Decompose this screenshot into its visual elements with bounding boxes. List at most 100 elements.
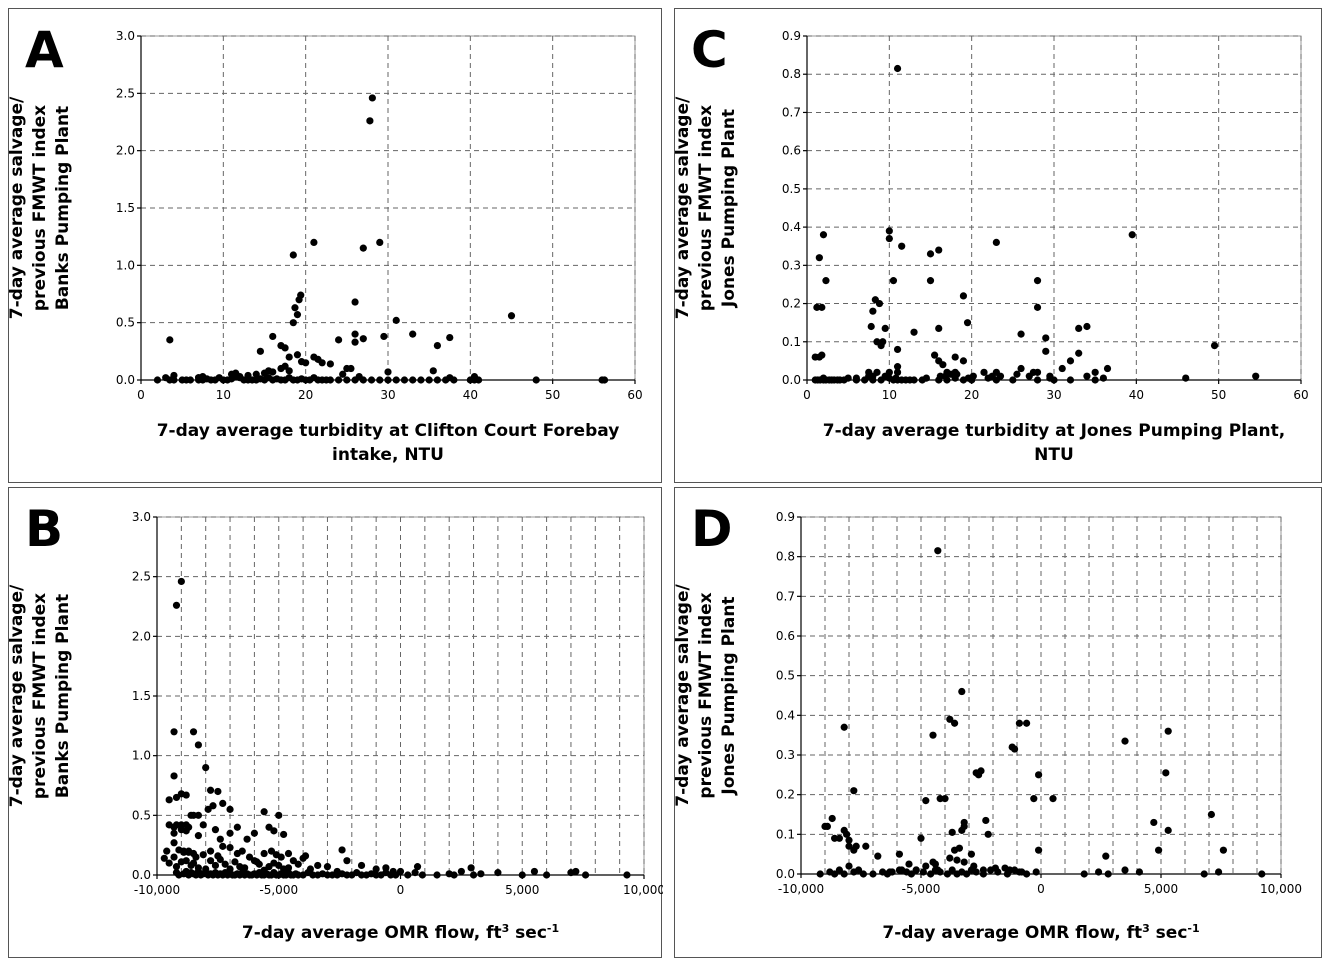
chart-d-data-point <box>843 830 851 838</box>
chart-d-data-point <box>855 866 863 874</box>
chart-d-data-point <box>1150 818 1158 827</box>
chart-a-data-point <box>252 370 260 378</box>
chart-b-data-point <box>284 849 293 858</box>
chart-c-data-point <box>1033 277 1042 285</box>
chart-c-data-point <box>1033 303 1042 311</box>
chart-b-data-point <box>172 863 181 871</box>
chart-c-data-point <box>980 368 988 376</box>
chart-b-data-point <box>581 871 590 879</box>
chart-b-ytick-label: 1.0 <box>132 749 151 763</box>
chart-d-data-point <box>1207 810 1215 819</box>
chart-d-data-point <box>922 862 930 870</box>
chart-d-data-point <box>840 723 848 731</box>
chart-c-data-point <box>852 374 860 382</box>
chart-c-data-point <box>875 299 884 308</box>
chart-d-data-point <box>960 858 968 866</box>
chart-b-data-point <box>177 790 185 798</box>
chart-b-data-point <box>243 835 251 843</box>
chart-d-data-point <box>895 866 903 874</box>
chart-b-data-point <box>518 871 526 879</box>
chart-b-data-point <box>189 849 198 858</box>
chart-a-data-point <box>285 353 293 361</box>
chart-d-data-point <box>917 834 925 842</box>
chart-c-data-point <box>867 322 875 331</box>
chart-c-ylabel-line: previous FMWT index <box>696 105 716 311</box>
chart-d-plot-area <box>800 516 1282 875</box>
chart-a-data-point <box>507 312 516 320</box>
chart-c-xtick-label: 10 <box>882 388 897 402</box>
chart-b-data-point <box>221 860 229 868</box>
chart-d-ylabel-line: 7-day average salvage/ <box>675 583 693 806</box>
chart-c-data-point <box>1042 347 1050 355</box>
chart-a-data-point <box>318 359 326 367</box>
chart-d-data-point <box>850 787 858 795</box>
chart-d-ytick-label: 0.8 <box>776 550 795 564</box>
chart-c-data-point <box>1013 370 1021 378</box>
chart-b-xtick-label: 0 <box>397 883 405 897</box>
chart-b-data-point <box>226 829 234 837</box>
chart-b-data-point <box>177 577 185 586</box>
chart-d-ytick-label: 0.2 <box>776 788 795 802</box>
chart-b-data-point <box>160 854 168 862</box>
chart-d-data-point <box>862 842 870 850</box>
chart-b-data-point <box>357 861 366 870</box>
chart-c-xlabel-line: 7-day average turbidity at Jones Pumping… <box>823 421 1285 441</box>
chart-a-data-point <box>170 371 178 380</box>
chart-c-ytick-label: 0.1 <box>782 335 801 349</box>
chart-c-ytick-label: 0.6 <box>782 144 801 158</box>
chart-d-ytick-label: 0.4 <box>776 708 795 722</box>
chart-b-data-point <box>233 823 241 831</box>
chart-c-ytick-label: 0.2 <box>782 297 801 311</box>
chart-c-ytick-label: 0.7 <box>782 105 801 119</box>
chart-b-data-point <box>457 867 465 876</box>
chart-b-ytick-label: 0.0 <box>132 868 151 882</box>
chart-a-data-point <box>236 372 244 381</box>
chart-a-data-point <box>368 94 376 102</box>
chart-d-data-point <box>912 866 920 874</box>
chart-d-data-point <box>1080 870 1088 878</box>
chart-b-xtick-label: -5,000 <box>259 883 298 897</box>
chart-d-data-point <box>1018 868 1026 876</box>
chart-c-data-point <box>1009 376 1017 384</box>
chart-d-data-point <box>845 842 853 850</box>
chart-d-data-point <box>1030 795 1038 803</box>
chart-d-xtick-label: -5,000 <box>902 882 941 896</box>
chart-b-data-point <box>163 847 171 855</box>
chart-b-data-point <box>219 799 227 807</box>
chart-c-data-point <box>1066 376 1075 384</box>
chart-b-data-point <box>219 842 227 850</box>
chart-a-data-point <box>291 304 299 312</box>
chart-d-ylabel-line: previous FMWT index <box>696 592 716 798</box>
chart-a-data-point <box>409 376 417 384</box>
chart-b-svg: B 0.0 0.5 1.0 1.5 2.0 2.5 3.0 -10,000 -5,000 0 5,00… <box>9 500 663 943</box>
chart-b-data-point <box>202 764 210 772</box>
chart-c-panel-letter: C <box>691 21 728 79</box>
chart-b-data-point <box>214 787 222 796</box>
chart-d-data-point <box>869 870 877 878</box>
chart-d-data-point <box>927 870 935 878</box>
chart-d-data-point <box>958 826 966 834</box>
chart-b-data-point <box>253 858 261 866</box>
chart-a-data-point <box>367 376 376 384</box>
chart-b-data-point <box>260 808 268 816</box>
chart-a-ytick-label: 2.0 <box>116 144 135 158</box>
chart-c-ytick-label: 0.5 <box>782 182 801 196</box>
chart-d-data-point <box>816 870 824 878</box>
chart-d-ytick-label: 0.7 <box>776 589 795 603</box>
chart-a-data-point <box>392 316 400 324</box>
chart-c-data-point <box>969 372 977 380</box>
chart-c-data-point <box>815 254 823 262</box>
chart-a-xtick-label: 60 <box>627 388 642 402</box>
chart-d-data-point <box>951 719 959 727</box>
chart-a-data-point <box>417 376 425 384</box>
chart-d-data-point <box>975 771 983 779</box>
chart-c-data-point <box>881 324 889 332</box>
chart-d-xtick-label: 10,000 <box>1260 882 1302 896</box>
chart-c-data-point <box>992 238 1000 246</box>
chart-b-data-point <box>275 811 283 819</box>
chart-c-data-point <box>963 319 972 327</box>
chart-c-data-point <box>1091 376 1099 384</box>
chart-c-data-point <box>893 368 902 376</box>
chart-d-data-point <box>929 731 937 739</box>
chart-d-panel-letter: D <box>691 500 733 558</box>
